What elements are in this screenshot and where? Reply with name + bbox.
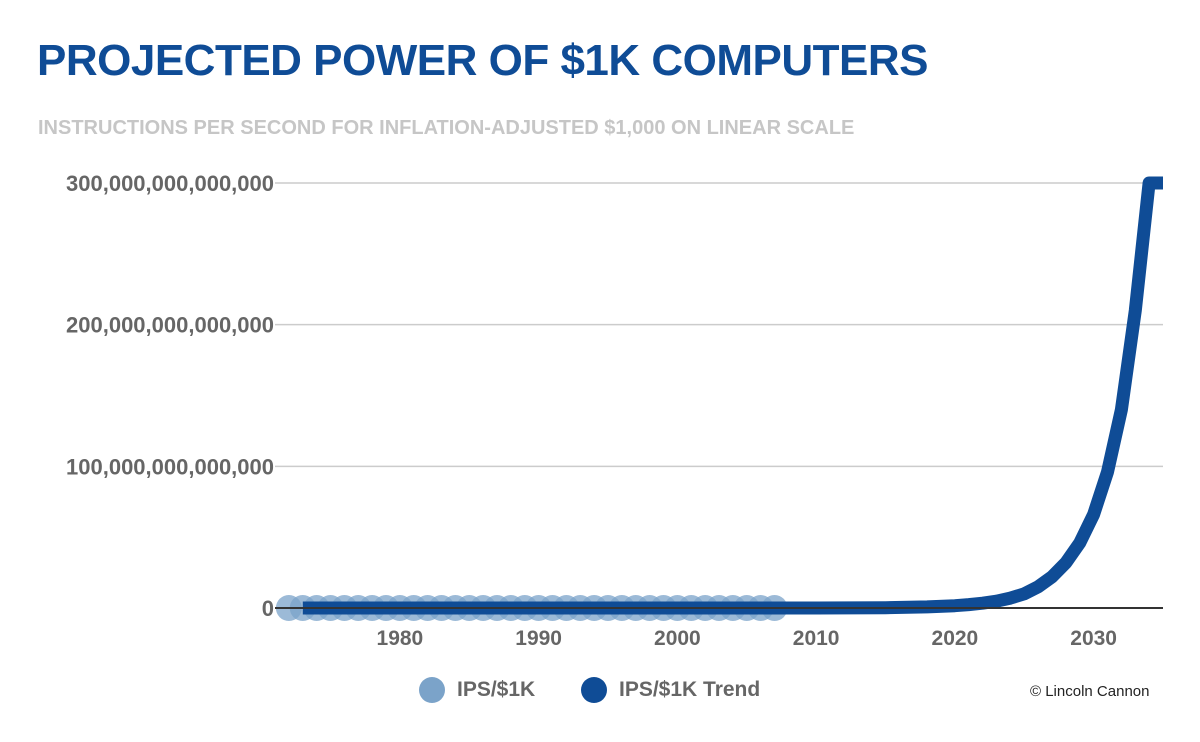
y-tick-label: 300,000,000,000,000	[66, 171, 274, 196]
legend-ips-marker-icon	[419, 677, 445, 703]
y-tick-label: 0	[262, 596, 274, 621]
x-tick-label: 1980	[377, 627, 424, 650]
chart-legend: IPS/$1K IPS/$1K Trend	[0, 672, 1200, 708]
x-tick-label: 2010	[793, 627, 840, 650]
y-tick-label: 200,000,000,000,000	[66, 313, 274, 338]
legend-trend-marker-icon	[581, 677, 607, 703]
ips-trend-line	[302, 176, 1163, 615]
y-axis-tick-labels: 0 100,000,000,000,000 200,000,000,000,000 3…	[66, 171, 274, 621]
legend-trend-label: IPS/$1K Trend	[619, 678, 761, 701]
x-tick-label: 2020	[932, 627, 979, 650]
chart-title: PROJECTED POWER OF $1K COMPUTERS	[37, 36, 929, 85]
legend-item-ips[interactable]: IPS/$1K	[419, 672, 535, 708]
grid-lines	[275, 182, 1163, 468]
y-tick-label: 100,000,000,000,000	[66, 454, 274, 479]
legend-ips-label: IPS/$1K	[457, 678, 536, 701]
x-tick-label: 1990	[515, 627, 562, 650]
x-axis-tick-labels: 1980 1990 2000 2010 2020 2030	[377, 627, 1117, 650]
chart-subtitle: INSTRUCTIONS PER SECOND FOR INFLATION-AD…	[38, 117, 855, 139]
credit-text: © Lincoln Cannon	[1030, 683, 1150, 700]
x-tick-label: 2000	[654, 627, 701, 650]
x-tick-label: 2030	[1070, 627, 1117, 650]
legend-item-ips-trend[interactable]: IPS/$1K Trend	[581, 672, 760, 708]
ips-trend-series	[302, 176, 1163, 615]
